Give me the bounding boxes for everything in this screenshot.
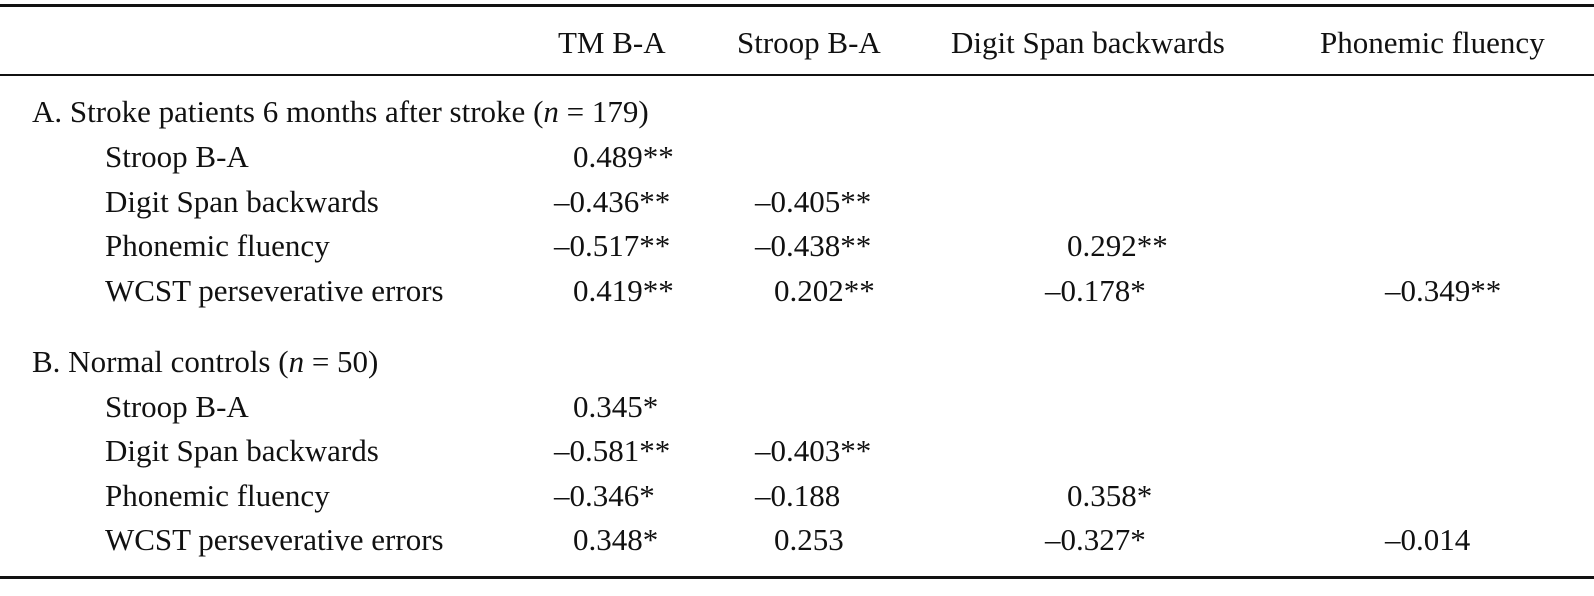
section-title-suffix: = 50) — [304, 344, 379, 379]
table-cell: –0.188 — [755, 478, 841, 513]
row-label: Phonemic fluency — [105, 228, 330, 263]
table-cell: –0.403** — [755, 433, 872, 468]
table-cell: –0.436** — [554, 184, 671, 219]
header-phonemic-fluency: Phonemic fluency — [1320, 25, 1545, 60]
section-title-suffix: = 179) — [558, 94, 649, 129]
table-cell: 0.348* — [573, 522, 659, 557]
table-cell: –0.346* — [554, 478, 655, 513]
table-cell: –0.327* — [1045, 522, 1146, 557]
table-cell: –0.581** — [554, 433, 671, 468]
table-cell: –0.014 — [1385, 522, 1471, 557]
header-tm-b-a: TM B-A — [558, 25, 666, 60]
row-label: Digit Span backwards — [105, 184, 379, 219]
header-stroop-b-a: Stroop B-A — [737, 25, 881, 60]
row-label: Stroop B-A — [105, 389, 249, 424]
table-cell: –0.178* — [1045, 273, 1146, 308]
row-label: Phonemic fluency — [105, 478, 330, 513]
header-digit-span-backwards: Digit Span backwards — [951, 25, 1225, 60]
bottom-rule — [0, 576, 1594, 579]
top-rule — [0, 4, 1594, 7]
table-cell: 0.419** — [573, 273, 674, 308]
section-title-b: B. Normal controls (n = 50) — [32, 346, 378, 377]
row-label: WCST perseverative errors — [105, 273, 444, 308]
section-title-a: A. Stroke patients 6 months after stroke… — [32, 96, 649, 127]
table-cell: –0.349** — [1385, 273, 1502, 308]
row-label: Digit Span backwards — [105, 433, 379, 468]
row-label: Stroop B-A — [105, 139, 249, 174]
section-title-var: n — [543, 94, 559, 129]
table-cell: 0.292** — [1067, 228, 1168, 263]
table-cell: –0.517** — [554, 228, 671, 263]
section-title-prefix: A. Stroke patients 6 months after stroke… — [32, 94, 544, 129]
table-cell: 0.345* — [573, 389, 659, 424]
section-title-prefix: B. Normal controls ( — [32, 344, 289, 379]
section-title-var: n — [288, 344, 305, 379]
table-cell: 0.202** — [774, 273, 875, 308]
table-cell: 0.489** — [573, 139, 674, 174]
table-cell: 0.358* — [1067, 478, 1153, 513]
table-cell: –0.438** — [755, 228, 872, 263]
table-cell: 0.253 — [774, 522, 844, 557]
table-cell: –0.405** — [755, 184, 872, 219]
row-label: WCST perseverative errors — [105, 522, 444, 557]
header-rule — [0, 74, 1594, 76]
